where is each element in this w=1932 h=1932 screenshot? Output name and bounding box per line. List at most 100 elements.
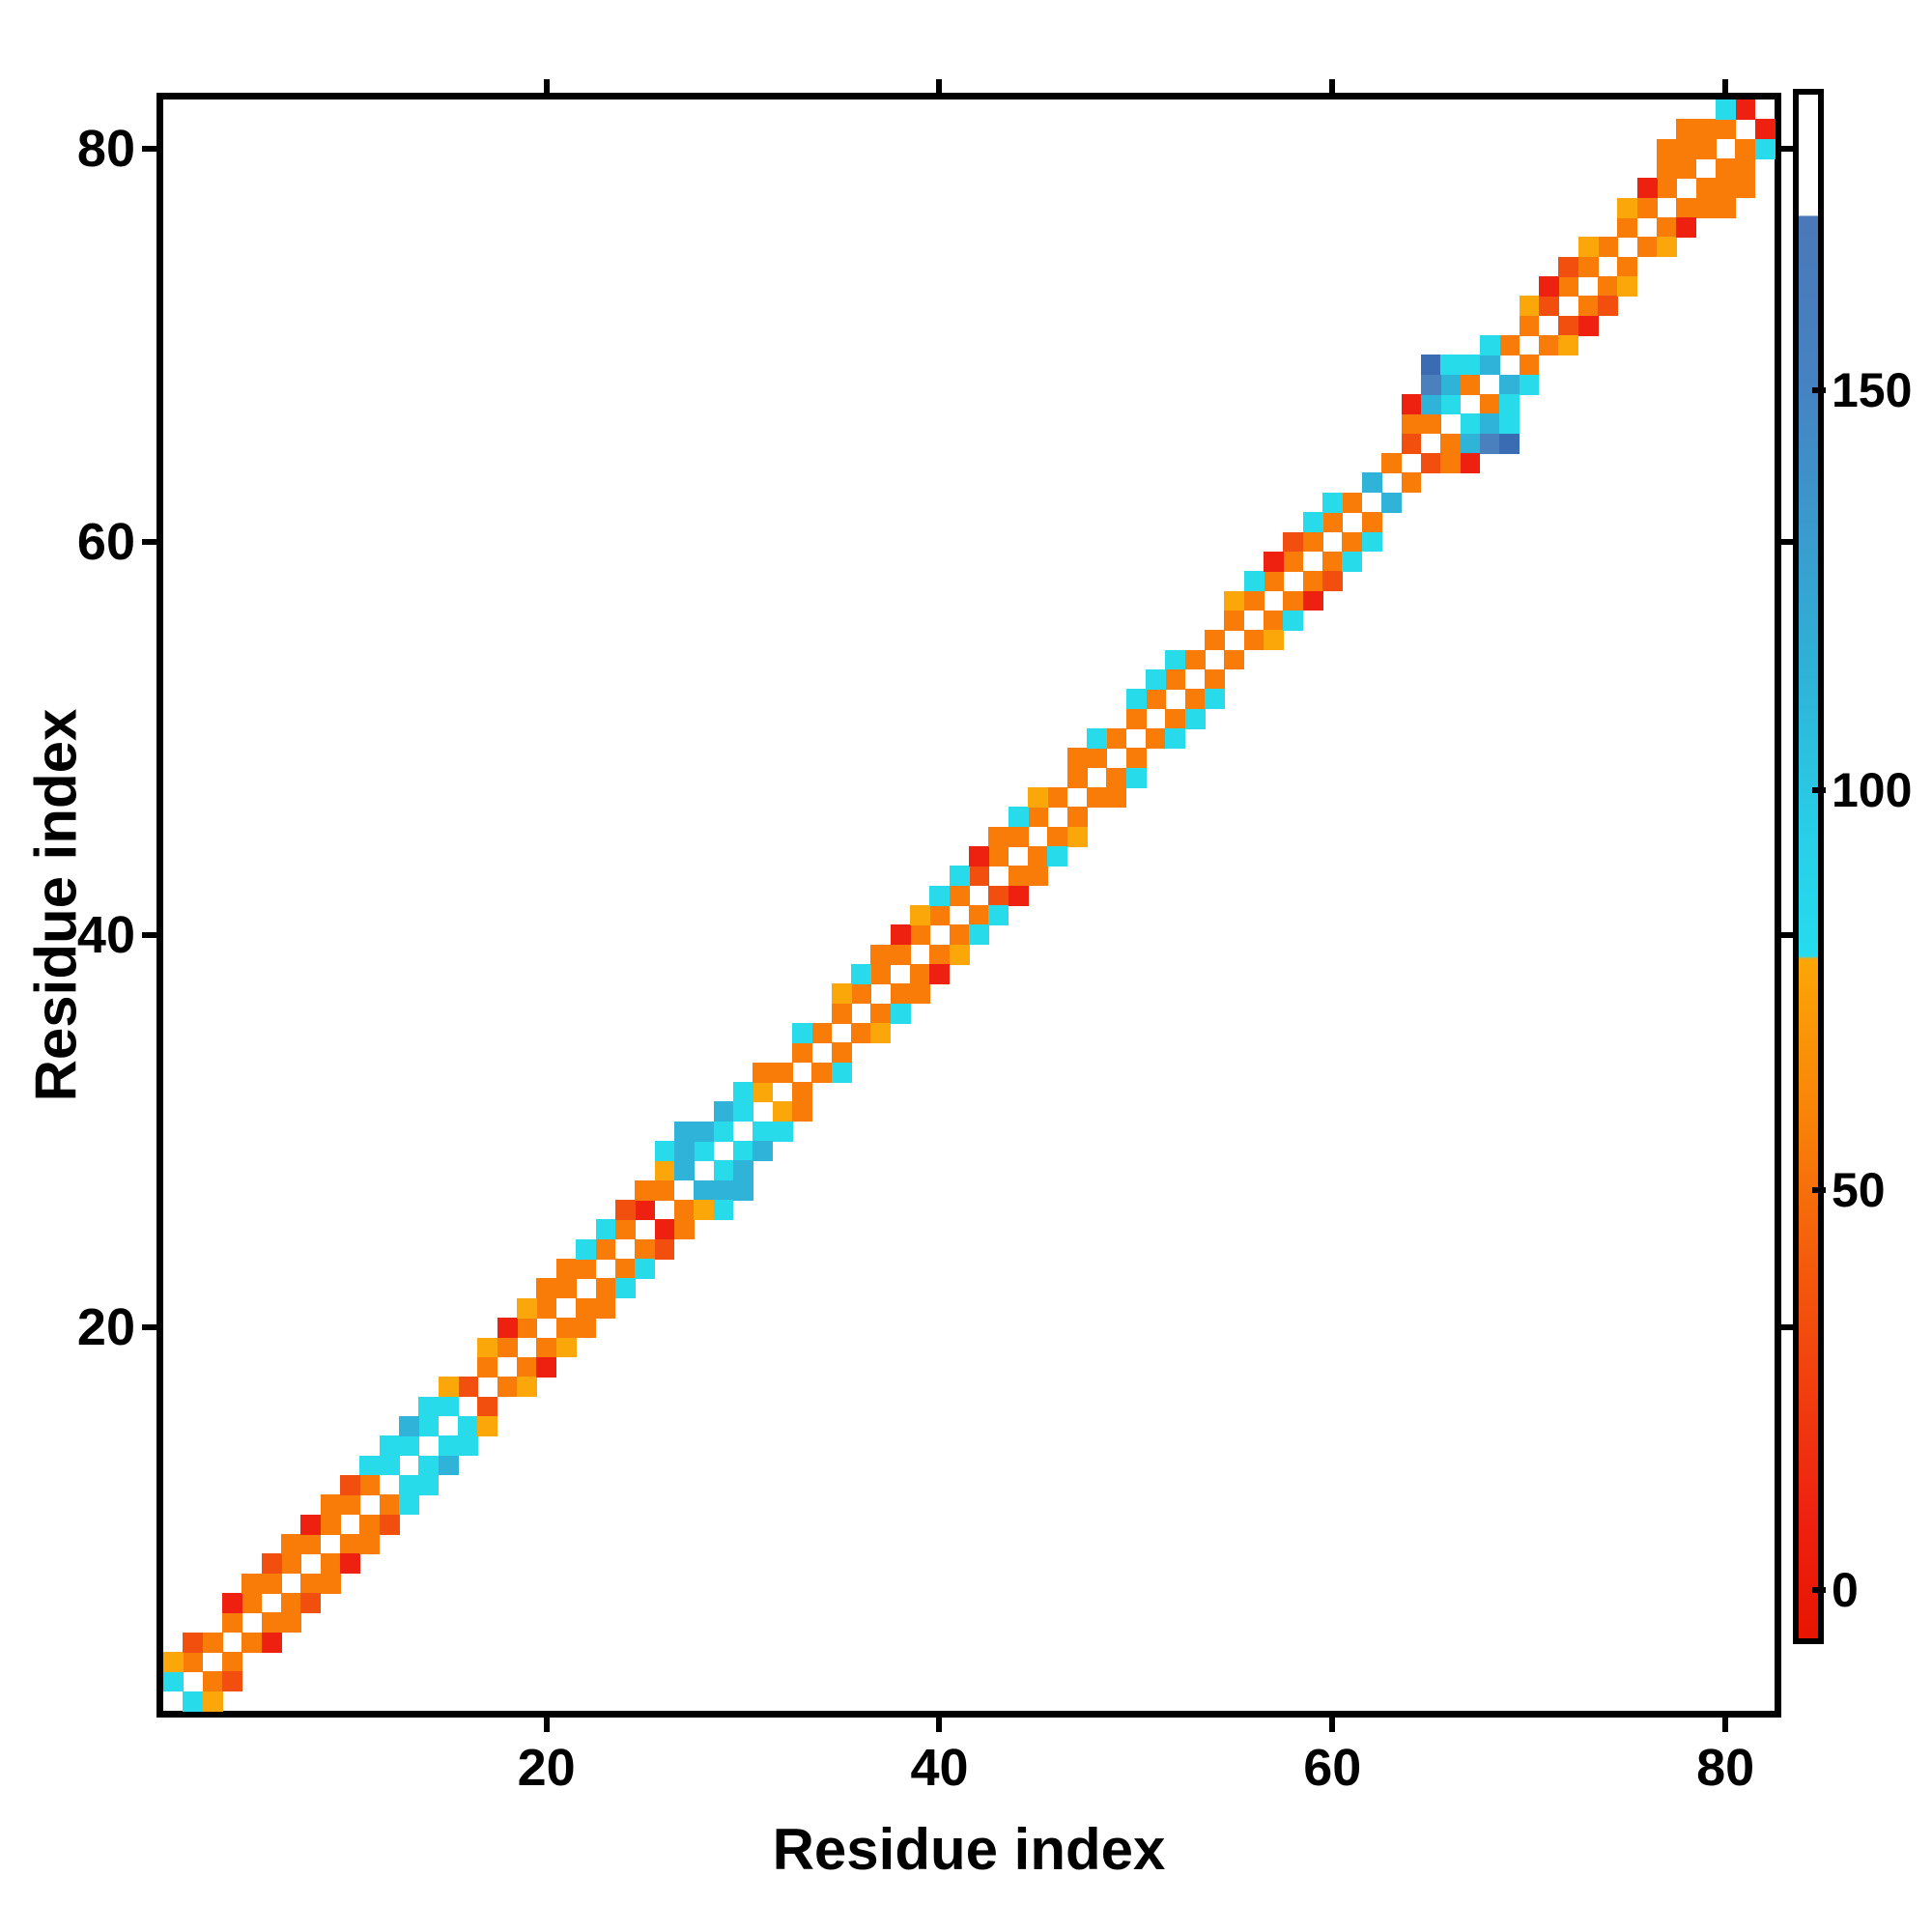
heatmap-cell (555, 1259, 577, 1280)
heatmap-cell (1028, 807, 1048, 828)
heatmap-cell (969, 924, 989, 946)
heatmap-cell (1735, 99, 1756, 120)
heatmap-cell (1715, 178, 1736, 199)
heatmap-cell (1184, 708, 1206, 729)
heatmap-cell (635, 1200, 656, 1221)
heatmap-cell (1264, 630, 1285, 651)
heatmap-cell (359, 1514, 381, 1535)
heatmap-cell (1636, 237, 1658, 258)
heatmap-cell (497, 1377, 518, 1398)
heatmap-cell (1165, 668, 1186, 690)
heatmap-cell (1028, 786, 1048, 808)
axis-tick (543, 79, 550, 93)
heatmap-cell (1047, 826, 1068, 847)
heatmap-cell (1381, 492, 1403, 513)
heatmap-cell (1302, 531, 1323, 553)
heatmap-cell (673, 1160, 695, 1181)
heatmap-cell (1479, 355, 1500, 376)
heatmap-cell (1047, 786, 1068, 808)
heatmap-cell (831, 1003, 852, 1024)
heatmap-cell (1264, 571, 1285, 592)
heatmap-cell (1028, 866, 1048, 887)
heatmap-cell (1440, 394, 1462, 415)
heatmap-cell (261, 1553, 282, 1575)
heatmap-cell (1656, 138, 1677, 159)
heatmap-cell (242, 1592, 263, 1613)
heatmap-cell (1538, 296, 1559, 317)
heatmap-cell (694, 1141, 715, 1162)
x-tick-label: 20 (517, 1739, 576, 1797)
heatmap-cell (320, 1494, 341, 1516)
heatmap-cell (694, 1121, 715, 1142)
heatmap-cell (870, 1003, 892, 1024)
heatmap-cell (1243, 571, 1264, 592)
heatmap-cell (909, 983, 930, 1005)
heatmap-cell (300, 1573, 322, 1594)
heatmap-cell (791, 1101, 812, 1122)
heatmap-cell (458, 1415, 479, 1436)
heatmap-cell (1165, 649, 1186, 670)
heatmap-cell (1401, 433, 1422, 454)
heatmap-cell (399, 1474, 420, 1495)
heatmap-cell (654, 1238, 675, 1260)
colorbar-tick-label: 100 (1832, 763, 1913, 818)
heatmap-cell (1617, 217, 1638, 238)
heatmap-cell (1106, 767, 1127, 788)
heatmap-cell (300, 1514, 322, 1535)
heatmap-cell (1087, 786, 1107, 808)
axis-tick (1812, 387, 1826, 394)
heatmap-cell (1302, 590, 1323, 611)
heatmap-cell (1146, 689, 1166, 710)
heatmap-cell (1087, 748, 1107, 769)
heatmap-cell (340, 1533, 360, 1554)
heatmap-cell (517, 1377, 538, 1398)
axis-tick (1722, 79, 1729, 93)
heatmap-cell (1066, 767, 1088, 788)
heatmap-cell (477, 1356, 498, 1378)
heatmap-cell (1636, 178, 1658, 199)
heatmap-cell (1695, 178, 1717, 199)
heatmap-cell (909, 905, 930, 925)
axis-tick (1329, 79, 1336, 93)
heatmap-cell (418, 1415, 440, 1436)
heatmap-cell (1754, 119, 1776, 140)
heatmap-cell (438, 1455, 459, 1476)
heatmap-cell (890, 924, 911, 946)
axis-tick (1812, 787, 1826, 794)
heatmap-cell (929, 905, 951, 925)
heatmap-cell (1754, 138, 1776, 159)
heatmap-cell (438, 1377, 459, 1398)
heatmap-plot-area (163, 99, 1776, 1712)
heatmap-cell (713, 1179, 734, 1201)
heatmap-cell (850, 964, 871, 984)
heatmap-cell (242, 1632, 263, 1653)
heatmap-cell (281, 1592, 301, 1613)
heatmap-cell (949, 944, 970, 965)
axis-tick (142, 931, 156, 938)
heatmap-cell (1205, 630, 1226, 651)
heatmap-cell (576, 1238, 597, 1260)
heatmap-cell (772, 1062, 793, 1083)
heatmap-cell (1381, 453, 1403, 474)
heatmap-cell (929, 964, 951, 984)
heatmap-cell (1205, 689, 1226, 710)
heatmap-cell (1519, 315, 1540, 336)
heatmap-cell (261, 1573, 282, 1594)
heatmap-cell (1460, 413, 1481, 435)
heatmap-cell (595, 1278, 616, 1299)
heatmap-cell (438, 1435, 459, 1457)
heatmap-cell (222, 1671, 242, 1692)
heatmap-cell (1322, 551, 1344, 572)
heatmap-cell (1735, 138, 1756, 159)
heatmap-cell (555, 1337, 577, 1358)
heatmap-cell (1125, 748, 1147, 769)
heatmap-cell (1499, 394, 1520, 415)
heatmap-cell (1322, 512, 1344, 533)
heatmap-cell (222, 1612, 242, 1634)
heatmap-cell (1715, 158, 1736, 179)
heatmap-cell (359, 1533, 381, 1554)
heatmap-cell (753, 1062, 774, 1083)
heatmap-cell (1715, 99, 1736, 120)
heatmap-cell (831, 983, 852, 1005)
